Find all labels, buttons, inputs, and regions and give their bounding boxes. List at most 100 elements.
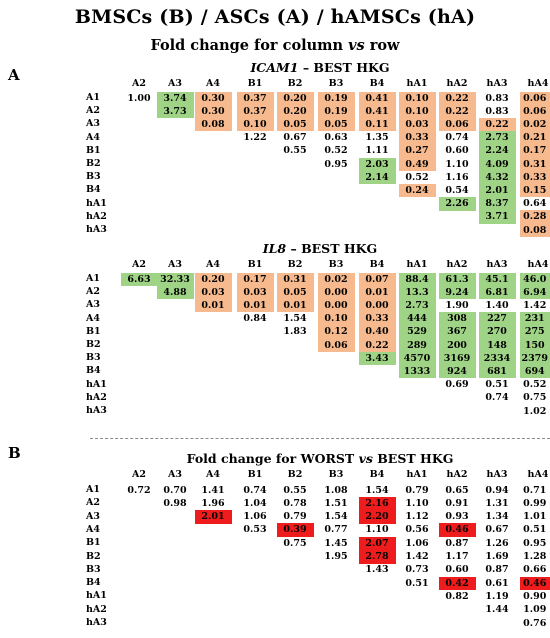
icam1-cell: 2.24 bbox=[478, 144, 516, 158]
icam1-cell: 0.64 bbox=[523, 198, 547, 210]
il8-cell: 4570 bbox=[398, 351, 436, 366]
worst-cell: 0.46 bbox=[519, 576, 550, 591]
worst-cell: 1.12 bbox=[405, 511, 429, 523]
icam1-row-label: A3 bbox=[86, 118, 100, 130]
worst-cell: 1.06 bbox=[243, 511, 267, 523]
worst-cell: 1.43 bbox=[365, 564, 389, 576]
icam1-cell: 0.10 bbox=[398, 104, 436, 119]
icam1-cell: 0.67 bbox=[283, 132, 307, 144]
icam1-cell: 0.60 bbox=[445, 145, 469, 157]
icam1-row-label: A2 bbox=[86, 105, 100, 117]
icam1-row-label: A1 bbox=[86, 92, 100, 103]
worst-cell: 0.65 bbox=[445, 484, 469, 496]
icam1-cell: 1.22 bbox=[243, 132, 267, 144]
icam1-cell: 0.06 bbox=[519, 104, 550, 119]
icam1-cell: 0.37 bbox=[236, 104, 274, 119]
icam1-cell: 0.27 bbox=[398, 144, 436, 158]
il8-cell: 270 bbox=[478, 325, 516, 339]
icam1-cell: 3.71 bbox=[478, 210, 516, 224]
il8-row-label: A2 bbox=[86, 286, 100, 298]
icam1-cell: 0.10 bbox=[398, 91, 436, 106]
icam1-cell: 0.06 bbox=[438, 117, 476, 132]
icam1-cell: 0.08 bbox=[194, 117, 232, 132]
icam1-col-header: B1 bbox=[247, 78, 263, 89]
worst-col-header: A4 bbox=[206, 469, 220, 480]
il8-col-header: B4 bbox=[369, 259, 385, 270]
icam1-cell: 0.22 bbox=[438, 91, 476, 106]
worst-cell: 0.39 bbox=[276, 523, 314, 538]
worst-row-label: B2 bbox=[86, 550, 101, 562]
il8-cell: 0.52 bbox=[523, 379, 547, 391]
icam1-cell: 0.19 bbox=[317, 104, 355, 119]
icam1-row-label: B3 bbox=[86, 171, 101, 183]
worst-cell: 1.28 bbox=[523, 551, 547, 562]
worst-cell: 1.10 bbox=[405, 497, 429, 509]
worst-cell: 0.99 bbox=[523, 497, 547, 509]
icam1-cell: 0.05 bbox=[276, 117, 314, 132]
worst-cell: 0.91 bbox=[445, 497, 469, 509]
il8-cell: 0.17 bbox=[236, 272, 274, 287]
icam1-cell: 1.10 bbox=[445, 158, 469, 170]
worst-col-header: A3 bbox=[168, 469, 182, 480]
worst-col-header: B4 bbox=[369, 469, 385, 480]
il8-cell: 6.81 bbox=[478, 285, 516, 300]
worst-cell: 0.56 bbox=[405, 524, 429, 536]
icam1-cell: 0.95 bbox=[324, 158, 348, 170]
icam1-col-header: B2 bbox=[287, 78, 303, 89]
worst-row-label: A4 bbox=[86, 523, 100, 535]
icam1-cell: 4.09 bbox=[478, 157, 516, 172]
worst-cell: 1.10 bbox=[365, 524, 389, 536]
icam1-cell: 0.28 bbox=[519, 210, 550, 224]
icam1-cell: 0.05 bbox=[317, 117, 355, 132]
panel-a-label: A bbox=[8, 66, 20, 84]
icam1-col-header: A4 bbox=[206, 78, 220, 89]
icam1-cell: 0.83 bbox=[485, 105, 509, 117]
icam1-cell: 0.30 bbox=[194, 104, 232, 119]
il8-cell: 45.1 bbox=[478, 272, 516, 287]
il8-cell: 0.03 bbox=[194, 285, 232, 300]
il8-cell: 1.54 bbox=[283, 313, 307, 325]
worst-cell: 2.78 bbox=[358, 550, 396, 564]
icam1-cell: 2.03 bbox=[358, 157, 396, 172]
icam1-cell: 0.41 bbox=[358, 104, 396, 119]
icam1-cell: 1.11 bbox=[365, 145, 389, 157]
worst-cell: 2.01 bbox=[194, 510, 232, 524]
il8-col-header: A4 bbox=[206, 259, 220, 270]
icam1-cell: 0.24 bbox=[398, 183, 436, 198]
worst-cell: 2.16 bbox=[358, 496, 396, 511]
il8-row-label: hA2 bbox=[86, 391, 107, 403]
il8-cell: 0.40 bbox=[358, 325, 396, 339]
icam1-col-header: hA2 bbox=[446, 78, 468, 89]
icam1-row-label: hA1 bbox=[86, 197, 107, 209]
il8-cell: 0.51 bbox=[485, 379, 509, 391]
icam1-cell: 0.20 bbox=[276, 104, 314, 119]
il8-row-label: A1 bbox=[86, 273, 100, 284]
worst-cell: 1.42 bbox=[405, 551, 429, 562]
worst-row-label: B4 bbox=[86, 577, 101, 589]
worst-cell: 1.01 bbox=[523, 511, 547, 523]
il8-col-header: hA1 bbox=[406, 259, 428, 270]
icam1-cell: 0.06 bbox=[519, 91, 550, 106]
worst-cell: 1.54 bbox=[324, 511, 348, 523]
icam1-col-header: B3 bbox=[328, 78, 344, 89]
il8-cell: 46.0 bbox=[519, 272, 550, 287]
worst-cell: 0.98 bbox=[163, 497, 187, 509]
worst-cell: 1.17 bbox=[445, 551, 469, 562]
il8-cell: 88.4 bbox=[398, 272, 436, 287]
il8-cell: 0.06 bbox=[317, 338, 355, 353]
worst-col-header: hA1 bbox=[406, 469, 428, 480]
icam1-col-header: B4 bbox=[369, 78, 385, 89]
icam1-cell: 0.11 bbox=[358, 117, 396, 132]
worst-cell: 1.26 bbox=[485, 537, 509, 549]
icam1-cell: 0.52 bbox=[405, 171, 429, 183]
il8-row-label: A4 bbox=[86, 312, 100, 324]
icam1-table-title: ICAM1 – BEST HKG bbox=[250, 60, 390, 75]
il8-cell: 0.00 bbox=[317, 285, 355, 300]
il8-cell: 13.3 bbox=[398, 285, 436, 300]
il8-row-label: hA1 bbox=[86, 378, 107, 390]
il8-col-header: hA2 bbox=[446, 259, 468, 270]
worst-cell: 1.44 bbox=[485, 604, 509, 616]
il8-cell: 231 bbox=[519, 312, 550, 326]
il8-cell: 6.63 bbox=[120, 272, 158, 287]
il8-col-header: B3 bbox=[328, 259, 344, 270]
